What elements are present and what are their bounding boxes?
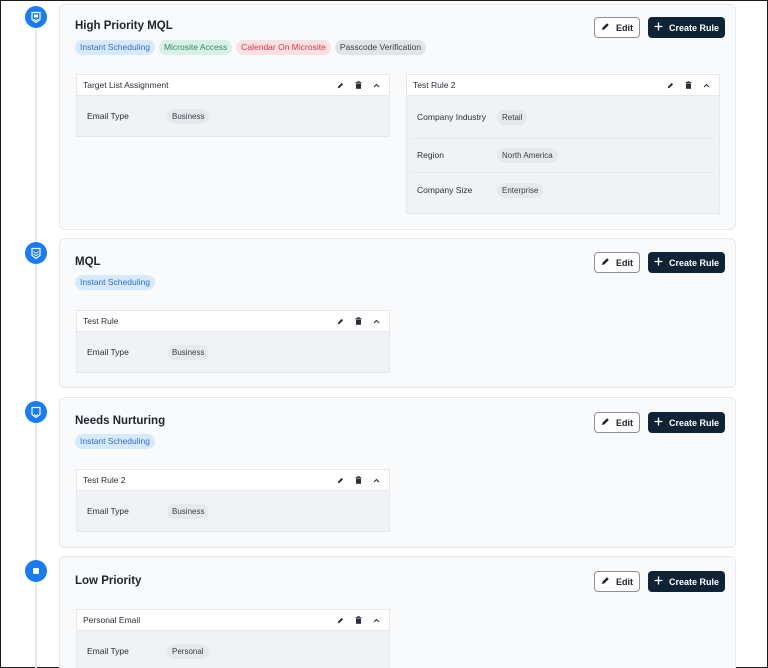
edit-button[interactable]: Edit [594,252,640,273]
rule-name: Target List Assignment [83,80,169,90]
create-rule-label: Create Rule [668,22,720,33]
create-rule-label: Create Rule [668,257,720,268]
create-rule-button[interactable]: Create Rule [648,252,725,273]
plus-icon [654,22,663,33]
condition-value: Business [167,109,210,124]
condition-value: North America [497,148,558,163]
tag-instant-scheduling: Instant Scheduling [75,434,155,449]
stage-title: Needs Nurturing [75,415,166,427]
rule-header[interactable]: Test Rule 2 [77,470,389,491]
chevron-up-icon[interactable] [373,83,380,88]
create-rule-label: Create Rule [668,576,720,587]
condition-row: Company Size Enterprise [412,173,714,207]
trash-icon[interactable] [355,81,362,89]
rule-name: Test Rule 2 [83,475,126,485]
rule-header[interactable]: Test Rule 2 [407,75,719,96]
rule-header[interactable]: Personal Email [77,610,389,631]
pencil-icon [601,257,610,268]
tag-calendar-on-microsite: Calendar On Microsite [236,40,331,55]
stage-title: High Priority MQL [75,20,173,32]
pencil-icon[interactable] [337,617,344,624]
condition-label: Email Type [87,111,129,121]
tag-microsite-access: Microsite Access [158,40,233,55]
rule-card: Target List Assignment Email Type Busine… [76,74,390,137]
edit-label: Edit [616,576,633,587]
rule-card: Test Rule 2 Email Type Business [76,469,390,532]
rule-header[interactable]: Test Rule [77,311,389,332]
condition-value: Personal [167,644,209,659]
rule-card: Personal Email Email Type Personal [76,609,390,668]
shield-chevrons-icon [25,242,47,264]
trash-icon[interactable] [355,317,362,325]
rule-card: Test Rule 2 Company Industry Retail Regi… [406,74,720,214]
trash-icon[interactable] [355,476,362,484]
shield-empty-icon [25,401,47,423]
pencil-icon [601,22,610,33]
condition-row: Email Type Personal [77,631,389,668]
condition-label: Company Size [417,184,473,195]
trash-icon[interactable] [685,81,692,89]
stage-card: Needs Nurturing Instant Scheduling Edit … [59,397,736,548]
condition-value: Retail [497,109,528,125]
condition-value: Enterprise [497,182,544,198]
condition-row: Email Type Business [77,96,389,137]
rule-card: Test Rule Email Type Business [76,310,390,373]
stage-title: Low Priority [75,575,142,587]
edit-label: Edit [616,257,633,268]
edit-button[interactable]: Edit [594,412,640,433]
condition-value: Business [167,504,210,519]
tag-instant-scheduling: Instant Scheduling [75,275,155,290]
rule-name: Test Rule [83,316,119,326]
stage-card: Low Priority Edit Create Rule Personal E… [59,556,736,668]
edit-button[interactable]: Edit [594,17,640,38]
condition-label: Email Type [87,646,129,656]
condition-row: Email Type Business [77,491,389,532]
condition-label: Company Industry [417,111,486,122]
stage-card: High Priority MQL Instant Scheduling Mic… [59,4,736,230]
rule-name: Test Rule 2 [413,80,456,90]
edit-label: Edit [616,22,633,33]
trash-icon[interactable] [355,616,362,624]
create-rule-label: Create Rule [668,417,720,428]
stage-card: MQL Instant Scheduling Edit Create Rule … [59,238,736,388]
chevron-up-icon[interactable] [703,83,710,88]
condition-value: Business [167,345,210,360]
pencil-icon [601,417,610,428]
create-rule-button[interactable]: Create Rule [648,412,725,433]
rule-header[interactable]: Target List Assignment [77,75,389,96]
pencil-icon[interactable] [337,82,344,89]
condition-row: Company Industry Retail [412,96,714,139]
tag-passcode-verification: Passcode Verification [334,40,427,55]
tag-instant-scheduling: Instant Scheduling [75,40,155,55]
condition-label: Email Type [87,347,129,357]
shield-badge-icon [25,6,47,28]
pencil-icon[interactable] [337,318,344,325]
condition-label: Region [417,150,444,160]
plus-icon [654,576,663,587]
edit-label: Edit [616,417,633,428]
square-icon [25,560,47,582]
tag-list: Instant Scheduling Microsite Access Cale… [75,40,427,55]
pencil-icon [601,576,610,587]
tag-list: Instant Scheduling [75,434,155,449]
condition-label: Email Type [87,506,129,516]
pencil-icon[interactable] [667,82,674,89]
edit-button[interactable]: Edit [594,571,640,592]
chevron-up-icon[interactable] [373,618,380,623]
condition-row: Email Type Business [77,332,389,373]
plus-icon [654,257,663,268]
pencil-icon[interactable] [337,477,344,484]
stage-title: MQL [75,256,101,268]
rule-name: Personal Email [83,615,141,625]
chevron-up-icon[interactable] [373,478,380,483]
create-rule-button[interactable]: Create Rule [648,17,725,38]
chevron-up-icon[interactable] [373,319,380,324]
condition-row: Region North America [412,139,714,173]
timeline-line [35,21,37,668]
tag-list: Instant Scheduling [75,275,155,290]
create-rule-button[interactable]: Create Rule [648,571,725,592]
plus-icon [654,417,663,428]
